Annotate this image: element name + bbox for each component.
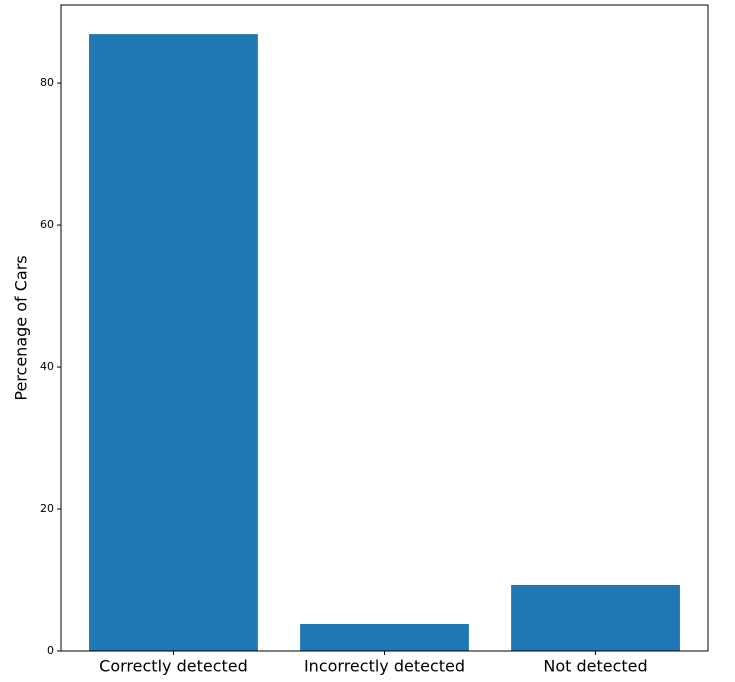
plot-frame — [60, 4, 709, 652]
y-tick-label: 40 — [40, 360, 54, 373]
y-tick-label: 60 — [40, 218, 54, 231]
y-tick-label: 80 — [40, 76, 54, 89]
bar — [89, 34, 258, 652]
bar — [300, 624, 469, 651]
x-tick-label: Incorrectly detected — [304, 657, 465, 676]
bar — [511, 584, 680, 651]
y-tick-label: 20 — [40, 502, 54, 515]
x-tick-label: Correctly detected — [99, 657, 248, 676]
y-axis-label: Percenage of Cars — [12, 255, 31, 400]
x-tick-label: Not detected — [543, 657, 647, 676]
y-tick-label: 0 — [47, 644, 54, 657]
